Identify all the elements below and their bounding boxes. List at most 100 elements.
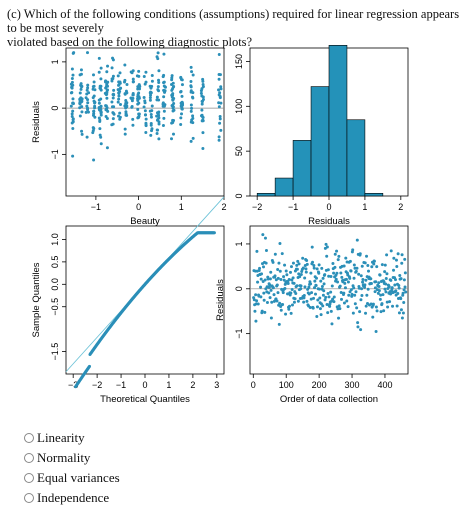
data-point: [346, 280, 350, 284]
data-point: [271, 260, 275, 264]
y-tick-label: 0: [234, 286, 244, 291]
data-point: [370, 265, 374, 269]
data-point: [329, 290, 333, 294]
x-axis-label: Beauty: [130, 216, 160, 227]
data-point: [371, 302, 375, 306]
data-point: [110, 79, 114, 83]
option-equal-variances[interactable]: Equal variances: [24, 468, 120, 488]
data-point: [315, 305, 319, 309]
data-point: [92, 112, 96, 116]
data-point: [118, 81, 122, 85]
option-linearity[interactable]: Linearity: [24, 428, 120, 448]
data-point: [162, 73, 166, 77]
data-point: [219, 85, 223, 89]
data-point: [361, 280, 365, 284]
data-point: [78, 106, 82, 110]
data-point: [263, 278, 267, 282]
option-normality[interactable]: Normality: [24, 448, 120, 468]
data-point: [111, 93, 115, 97]
data-point: [105, 81, 109, 85]
answer-options: Linearity Normality Equal variances Inde…: [24, 428, 120, 508]
data-point: [276, 276, 280, 280]
data-point: [180, 107, 184, 111]
data-point: [69, 104, 73, 108]
data-point: [150, 74, 154, 78]
data-point: [269, 270, 273, 274]
data-point: [144, 70, 148, 74]
data-point: [86, 110, 90, 114]
data-point: [131, 80, 135, 84]
x-tick-label: 3: [214, 380, 219, 390]
radio-icon[interactable]: [24, 473, 34, 483]
data-point: [171, 132, 175, 136]
data-point: [349, 269, 353, 273]
data-point: [172, 101, 176, 105]
data-point: [275, 283, 279, 287]
data-point: [149, 115, 153, 119]
data-point: [201, 79, 205, 83]
data-point: [365, 254, 369, 258]
data-point: [267, 285, 271, 289]
data-point: [299, 287, 303, 291]
data-point: [322, 282, 326, 286]
data-point: [392, 268, 396, 272]
data-point: [70, 67, 74, 71]
data-point: [281, 291, 285, 295]
data-point: [98, 86, 102, 90]
data-point: [325, 303, 329, 307]
data-point: [162, 104, 166, 108]
data-point: [373, 290, 377, 294]
data-point: [320, 266, 324, 270]
data-point: [261, 233, 265, 237]
data-point: [71, 154, 75, 158]
data-point: [157, 69, 161, 73]
data-point: [358, 310, 362, 314]
data-point: [326, 292, 330, 296]
data-point: [86, 98, 90, 102]
data-point: [296, 259, 300, 263]
data-point: [389, 292, 393, 296]
radio-icon[interactable]: [24, 453, 34, 463]
data-point: [162, 116, 166, 120]
data-point: [111, 74, 115, 78]
data-point: [99, 97, 103, 101]
data-point: [371, 315, 375, 319]
data-point: [162, 84, 166, 88]
data-point: [86, 108, 90, 112]
data-point: [190, 118, 194, 122]
data-point: [92, 126, 96, 130]
data-point: [116, 100, 120, 104]
data-point: [279, 278, 283, 282]
y-tick-label: −1: [234, 329, 244, 339]
data-point: [268, 283, 272, 287]
radio-icon[interactable]: [24, 493, 34, 503]
data-point: [91, 96, 95, 100]
data-point: [92, 109, 96, 113]
option-independence[interactable]: Independence: [24, 488, 120, 508]
data-point: [279, 308, 283, 312]
data-point: [342, 301, 346, 305]
data-point: [189, 89, 193, 93]
data-point: [144, 131, 148, 135]
radio-icon[interactable]: [24, 433, 34, 443]
data-point: [70, 112, 74, 116]
data-point: [162, 109, 166, 113]
data-point: [307, 285, 311, 289]
option-label: Linearity: [37, 430, 85, 445]
data-point: [310, 245, 314, 249]
data-point: [289, 311, 293, 315]
data-point: [354, 269, 358, 273]
y-tick-label: −1: [50, 149, 60, 159]
x-tick-label: 300: [345, 380, 360, 390]
data-point: [80, 132, 84, 136]
data-point: [116, 74, 120, 78]
data-point: [302, 300, 306, 304]
data-point: [189, 79, 193, 83]
data-point: [287, 278, 291, 282]
data-point: [180, 94, 184, 98]
data-point: [285, 273, 289, 277]
data-point: [148, 96, 152, 100]
data-point: [162, 80, 166, 84]
data-point: [303, 276, 307, 280]
data-point: [350, 292, 354, 296]
